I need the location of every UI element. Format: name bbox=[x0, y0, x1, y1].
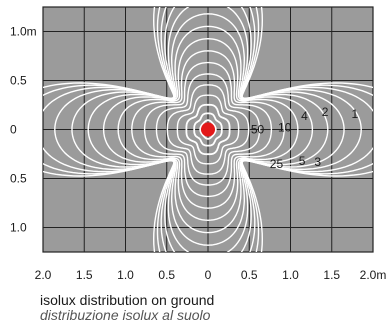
x-tick-label: 0.5 bbox=[241, 268, 258, 282]
isolux-curve bbox=[43, 7, 373, 252]
contour-level-label: 5 bbox=[299, 154, 306, 168]
y-tick-label: 0 bbox=[10, 123, 17, 137]
isolux-curve bbox=[54, 7, 362, 252]
x-tick-label: 2.0 bbox=[35, 268, 52, 282]
contour-level-label: 3 bbox=[314, 155, 321, 169]
contour-level-label: 50 bbox=[251, 123, 265, 137]
isolux-curve bbox=[43, 7, 373, 252]
y-axis-tick-labels: 1.0m 0.5 0 0.5 1.0 bbox=[10, 25, 37, 235]
x-tick-label: 1.5 bbox=[76, 268, 93, 282]
isolux-curve bbox=[102, 25, 314, 234]
contour-level-labels: 1 2 3 4 5 10 25 50 bbox=[251, 105, 359, 171]
x-tick-label: 1.0 bbox=[117, 268, 134, 282]
light-source bbox=[201, 122, 215, 137]
isolux-curve bbox=[193, 112, 223, 147]
isolux-curve bbox=[43, 7, 373, 252]
isolux-curve bbox=[143, 61, 273, 198]
contour-level-label: 1 bbox=[352, 107, 359, 121]
y-tick-label: 1.0 bbox=[10, 221, 27, 235]
x-tick-label: 1.0 bbox=[282, 268, 299, 282]
chart-caption-italian: distribuzione isolux al suolo bbox=[40, 307, 211, 323]
x-tick-label: 1.5 bbox=[323, 268, 340, 282]
isolux-curve bbox=[176, 94, 240, 165]
isolux-curve bbox=[87, 13, 329, 246]
chart-caption: isolux distribution on ground bbox=[40, 292, 215, 308]
y-tick-label: 0.5 bbox=[10, 172, 27, 186]
isolux-curve bbox=[166, 84, 250, 175]
isolux-contours bbox=[43, 7, 373, 252]
isolux-curve bbox=[155, 73, 261, 186]
x-tick-label: 2.0m bbox=[360, 268, 386, 282]
x-axis-tick-labels: 2.0 1.5 1.0 0.5 0 0.5 1.0 1.5 2.0m bbox=[35, 268, 386, 282]
contour-level-label: 4 bbox=[301, 109, 308, 123]
contour-level-label: 25 bbox=[270, 157, 284, 171]
grid bbox=[42, 6, 374, 253]
isolux-curve bbox=[185, 103, 231, 156]
y-tick-label: 1.0m bbox=[10, 25, 37, 39]
isolux-curve bbox=[131, 50, 285, 209]
isolux-curve bbox=[117, 38, 299, 221]
plot-frame bbox=[42, 6, 374, 253]
x-tick-label: 0 bbox=[205, 268, 212, 282]
isolux-curve bbox=[199, 119, 217, 140]
light-source-marker bbox=[201, 122, 215, 137]
contour-level-label: 10 bbox=[278, 121, 292, 135]
contour-level-label: 2 bbox=[322, 105, 329, 119]
isolux-curve bbox=[71, 7, 345, 252]
x-tick-label: 0.5 bbox=[158, 268, 175, 282]
y-tick-label: 0.5 bbox=[10, 74, 27, 88]
